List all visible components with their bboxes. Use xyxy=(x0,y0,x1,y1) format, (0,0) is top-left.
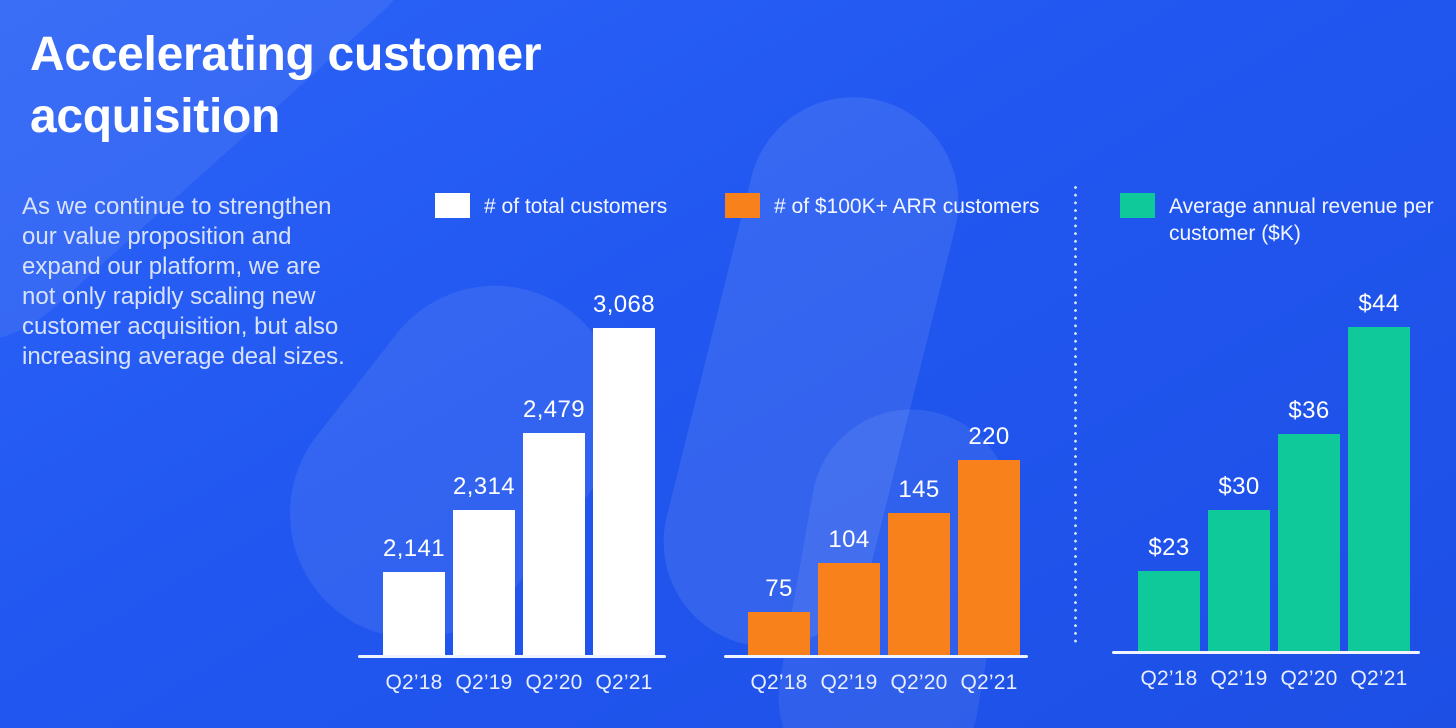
bar xyxy=(1208,510,1270,651)
bar-column: $44 xyxy=(1348,291,1410,651)
bar-column: 145 xyxy=(888,477,950,655)
bar-chart-avg-revenue: $23 $30 $36 $44 Q2’18 Q2’19 Q2’20 Q2’21 xyxy=(1112,271,1420,691)
page-title: Accelerating customer acquisition xyxy=(30,24,542,148)
bar xyxy=(523,433,585,655)
bar xyxy=(748,612,810,655)
x-axis-line xyxy=(1112,651,1420,654)
bar-value-label: 145 xyxy=(898,476,940,503)
bar-column: 2,314 xyxy=(453,474,515,655)
bar-value-label: 220 xyxy=(968,423,1010,450)
bar-column: 220 xyxy=(958,424,1020,655)
bar-value-label: $36 xyxy=(1288,397,1330,424)
bar xyxy=(958,460,1020,655)
tick-label: Q2’19 xyxy=(820,671,878,694)
legend-label: # of total customers xyxy=(484,195,668,218)
bar xyxy=(1348,327,1410,651)
tick-label: Q2’18 xyxy=(1140,667,1198,690)
tick-label: Q2’20 xyxy=(890,671,948,694)
bar-chart-arr-customers: 75 104 145 220 Q2’18 Q2’19 Q2’20 Q2’21 xyxy=(724,275,1028,695)
bar-chart-total-customers: 2,141 2,314 2,479 3,068 Q2’18 Q2’19 Q2’2… xyxy=(358,275,666,695)
legend-item-arr-customers: # of $100K+ ARR customers xyxy=(725,193,1040,220)
bar xyxy=(453,510,515,655)
tick-label: Q2’21 xyxy=(595,671,653,694)
page-title-line: acquisition xyxy=(30,90,281,143)
bar-column: 2,141 xyxy=(383,536,445,655)
x-axis-ticks: Q2’18 Q2’19 Q2’20 Q2’21 xyxy=(1138,667,1410,691)
bar xyxy=(818,563,880,655)
x-axis-ticks: Q2’18 Q2’19 Q2’20 Q2’21 xyxy=(748,671,1020,695)
bar-value-label: $23 xyxy=(1148,534,1190,561)
dotted-divider xyxy=(1074,186,1077,644)
bar-column: $30 xyxy=(1208,474,1270,651)
page-title-line: Accelerating customer xyxy=(30,28,542,81)
intro-line: our value proposition and xyxy=(22,223,292,250)
legend-item-avg-revenue: Average annual revenue per customer ($K) xyxy=(1120,193,1434,247)
green-legend-swatch xyxy=(1120,193,1155,218)
bar-column: 75 xyxy=(748,576,810,655)
tick-label: Q2’18 xyxy=(750,671,808,694)
bar-column: $36 xyxy=(1278,398,1340,651)
bar xyxy=(383,572,445,655)
bar-value-label: $44 xyxy=(1358,290,1400,317)
bar-column: 3,068 xyxy=(593,292,655,655)
bar xyxy=(1138,571,1200,651)
bars-group: $23 $30 $36 $44 xyxy=(1138,271,1410,651)
tick-label: Q2’19 xyxy=(1210,667,1268,690)
legend-label: # of $100K+ ARR customers xyxy=(774,195,1040,218)
tick-label: Q2’20 xyxy=(1280,667,1338,690)
intro-line: As we continue to strengthen xyxy=(22,193,332,220)
bar xyxy=(593,328,655,655)
bar-value-label: 104 xyxy=(828,526,870,553)
bar xyxy=(1278,434,1340,651)
bar-value-label: 2,479 xyxy=(522,396,586,423)
bar-column: 2,479 xyxy=(523,397,585,655)
legend-label-line: customer ($K) xyxy=(1169,222,1301,245)
bar-value-label: 3,068 xyxy=(592,291,656,318)
intro-line: customer acquisition, but also xyxy=(22,313,339,340)
legend-label: Average annual revenue per customer ($K) xyxy=(1169,193,1434,247)
intro-line: not only rapidly scaling new xyxy=(22,283,316,310)
bar-value-label: 75 xyxy=(765,575,793,602)
orange-legend-swatch xyxy=(725,193,760,218)
intro-paragraph: As we continue to strengthen our value p… xyxy=(22,192,345,372)
tick-label: Q2’19 xyxy=(455,671,513,694)
x-axis-ticks: Q2’18 Q2’19 Q2’20 Q2’21 xyxy=(383,671,655,695)
intro-line: expand our platform, we are xyxy=(22,253,321,280)
bar-value-label: 2,314 xyxy=(452,473,516,500)
tick-label: Q2’18 xyxy=(385,671,443,694)
tick-label: Q2’21 xyxy=(960,671,1018,694)
bar-column: 104 xyxy=(818,527,880,655)
bar-value-label: $30 xyxy=(1218,473,1260,500)
bar xyxy=(888,513,950,655)
white-legend-swatch xyxy=(435,193,470,218)
tick-label: Q2’20 xyxy=(525,671,583,694)
bars-group: 75 104 145 220 xyxy=(748,275,1020,655)
legend-item-total-customers: # of total customers xyxy=(435,193,667,220)
x-axis-line xyxy=(724,655,1028,658)
x-axis-line xyxy=(358,655,666,658)
tick-label: Q2’21 xyxy=(1350,667,1408,690)
intro-line: increasing average deal sizes. xyxy=(22,343,345,370)
bar-column: $23 xyxy=(1138,535,1200,651)
legend-label-line: Average annual revenue per xyxy=(1169,195,1434,218)
bar-value-label: 2,141 xyxy=(382,535,446,562)
bars-group: 2,141 2,314 2,479 3,068 xyxy=(383,275,655,655)
